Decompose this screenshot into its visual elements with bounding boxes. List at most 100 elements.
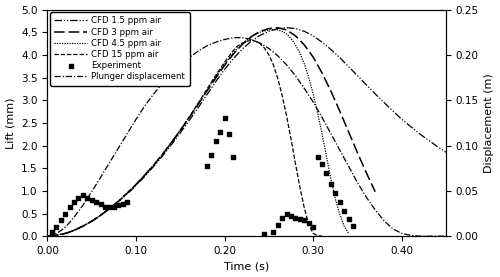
CFD 1.5 ppm air: [381, 101, 387, 104]
CFD 15 ppm air: [310, 232, 316, 235]
Experiment: [216, 130, 224, 134]
CFD 15 ppm air: [244, 40, 250, 43]
CFD 15 ppm air: [71, 229, 77, 232]
Plunger displacement: [195, 50, 201, 53]
Experiment: [114, 203, 122, 207]
CFD 4.5 ppm air: [248, 35, 254, 39]
Experiment: [56, 218, 64, 222]
Plunger displacement: [62, 225, 68, 229]
CFD 1.5 ppm air: [416, 132, 422, 135]
Plunger displacement: [168, 71, 174, 75]
Experiment: [349, 224, 357, 229]
Plunger displacement: [88, 190, 94, 193]
CFD 3 ppm air: [328, 89, 334, 93]
Experiment: [74, 196, 82, 200]
CFD 15 ppm air: [248, 39, 254, 42]
CFD 3 ppm air: [319, 71, 325, 75]
CFD 15 ppm air: [133, 183, 139, 186]
CFD 1.5 ppm air: [124, 192, 130, 196]
CFD 15 ppm air: [270, 63, 276, 66]
CFD 4.5 ppm air: [49, 234, 55, 237]
Experiment: [274, 223, 282, 227]
CFD 1.5 ppm air: [310, 34, 316, 37]
Plunger displacement: [390, 227, 396, 230]
CFD 15 ppm air: [319, 235, 325, 238]
CFD 15 ppm air: [160, 152, 166, 156]
CFD 1.5 ppm air: [133, 184, 139, 187]
Experiment: [96, 202, 104, 207]
CFD 1.5 ppm air: [248, 40, 254, 43]
CFD 3 ppm air: [186, 116, 192, 120]
CFD 3 ppm air: [240, 43, 246, 46]
Plunger displacement: [54, 232, 60, 235]
CFD 3 ppm air: [88, 220, 94, 223]
Experiment: [106, 204, 114, 209]
Experiment: [101, 204, 109, 209]
CFD 1.5 ppm air: [443, 151, 449, 154]
Experiment: [92, 200, 100, 204]
CFD 3 ppm air: [116, 200, 121, 203]
Plunger displacement: [222, 38, 228, 41]
CFD 4.5 ppm air: [150, 163, 156, 167]
CFD 15 ppm air: [306, 223, 312, 226]
CFD 1.5 ppm air: [266, 30, 272, 33]
Experiment: [314, 155, 322, 159]
Line: CFD 15 ppm air: CFD 15 ppm air: [48, 40, 322, 236]
X-axis label: Time (s): Time (s): [224, 261, 270, 271]
CFD 1.5 ppm air: [54, 234, 60, 237]
CFD 15 ppm air: [230, 49, 236, 52]
CFD 15 ppm air: [257, 42, 263, 45]
CFD 4.5 ppm air: [54, 234, 60, 237]
CFD 15 ppm air: [252, 40, 258, 43]
Experiment: [208, 152, 216, 157]
Line: CFD 3 ppm air: CFD 3 ppm air: [48, 28, 375, 236]
Experiment: [79, 193, 87, 198]
Experiment: [309, 225, 317, 229]
Plunger displacement: [257, 42, 263, 45]
CFD 3 ppm air: [372, 190, 378, 193]
Legend: CFD 1.5 ppm air, CFD 3 ppm air, CFD 4.5 ppm air, CFD 15 ppm air, Experiment, Plu: CFD 1.5 ppm air, CFD 3 ppm air, CFD 4.5 …: [50, 12, 190, 86]
CFD 3 ppm air: [54, 234, 60, 237]
Experiment: [292, 216, 300, 220]
CFD 4.5 ppm air: [44, 235, 51, 238]
CFD 4.5 ppm air: [160, 152, 166, 156]
CFD 3 ppm air: [275, 26, 281, 29]
Experiment: [336, 200, 344, 204]
CFD 1.5 ppm air: [408, 125, 414, 128]
CFD 15 ppm air: [266, 53, 272, 57]
CFD 4.5 ppm air: [88, 220, 94, 223]
CFD 3 ppm air: [284, 28, 290, 32]
Plunger displacement: [346, 165, 352, 168]
CFD 3 ppm air: [142, 173, 148, 177]
CFD 1.5 ppm air: [354, 74, 360, 77]
Experiment: [66, 204, 74, 209]
CFD 1.5 ppm air: [257, 34, 263, 37]
CFD 3 ppm air: [66, 230, 72, 234]
CFD 15 ppm air: [212, 74, 218, 77]
CFD 1.5 ppm air: [58, 233, 64, 236]
CFD 3 ppm air: [49, 234, 55, 237]
CFD 4.5 ppm air: [310, 92, 316, 96]
Plunger displacement: [150, 92, 156, 96]
CFD 4.5 ppm air: [142, 173, 148, 177]
CFD 1.5 ppm air: [222, 68, 228, 71]
Experiment: [322, 171, 330, 175]
CFD 1.5 ppm air: [160, 154, 166, 158]
CFD 4.5 ppm air: [124, 191, 130, 195]
CFD 1.5 ppm air: [372, 92, 378, 96]
Plunger displacement: [426, 235, 432, 238]
Experiment: [344, 217, 352, 221]
CFD 15 ppm air: [178, 129, 184, 132]
Experiment: [340, 209, 348, 214]
CFD 1.5 ppm air: [80, 225, 86, 228]
Experiment: [212, 139, 220, 143]
Experiment: [88, 198, 96, 202]
CFD 4.5 ppm air: [168, 141, 174, 144]
CFD 1.5 ppm air: [106, 207, 112, 211]
CFD 4.5 ppm air: [275, 28, 281, 32]
Experiment: [230, 155, 237, 159]
CFD 4.5 ppm air: [288, 37, 294, 40]
CFD 1.5 ppm air: [302, 30, 308, 33]
Plunger displacement: [66, 221, 72, 224]
CFD 3 ppm air: [248, 35, 254, 39]
